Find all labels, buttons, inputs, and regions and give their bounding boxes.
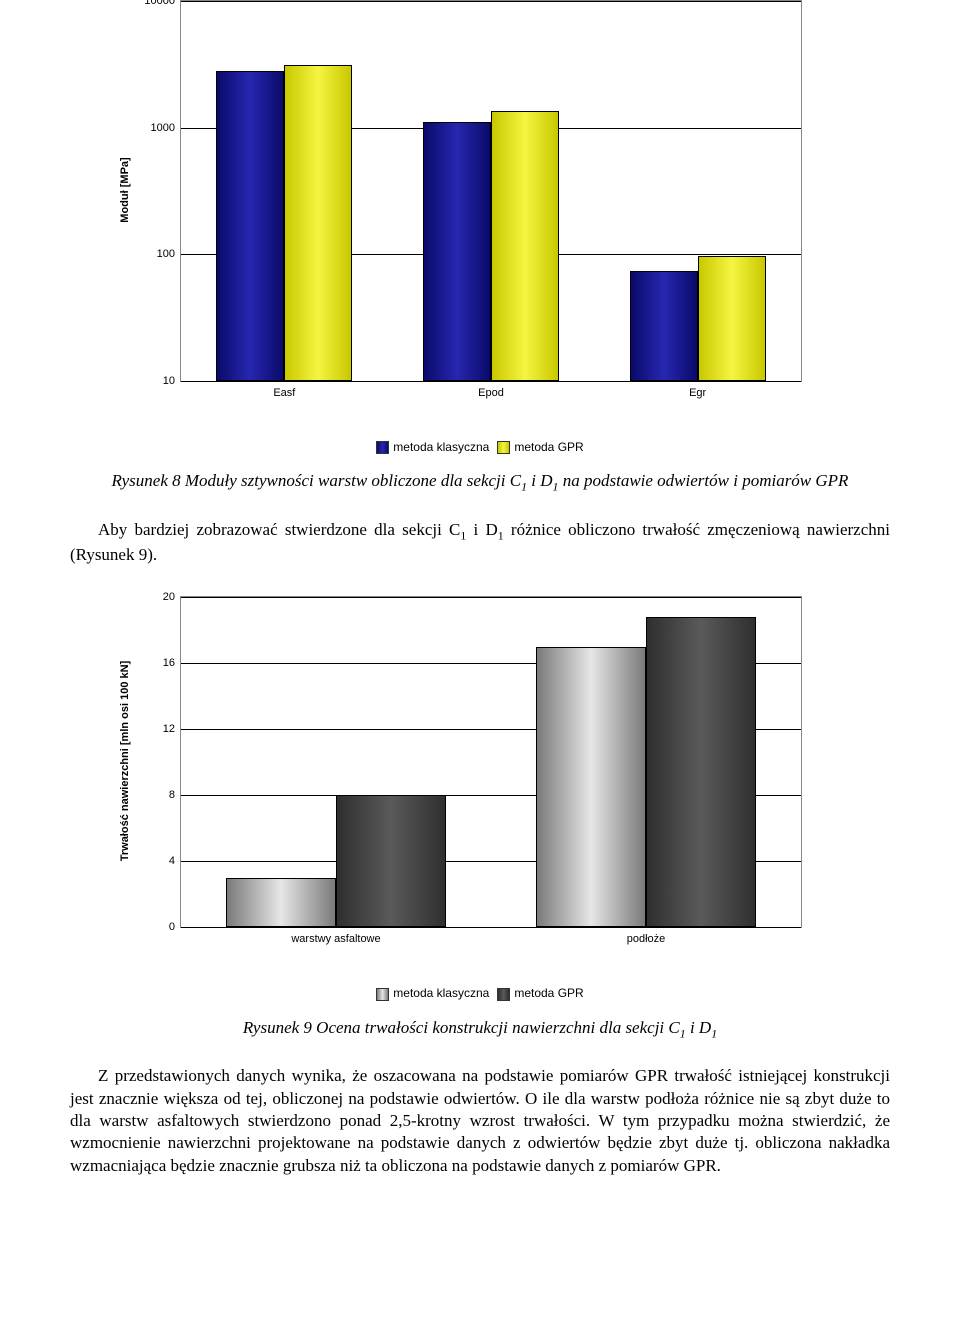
ytick-label: 1000 — [151, 122, 175, 134]
ytick-label: 16 — [163, 657, 175, 669]
bar — [336, 795, 446, 927]
gridline — [181, 597, 801, 598]
bar — [646, 617, 756, 927]
chart2: 048121620warstwy asfaltowepodłoże Trwało… — [120, 596, 800, 956]
ytick-label: 10 — [163, 375, 175, 387]
caption1-text-a: Rysunek 8 Moduły sztywności warstw oblic… — [112, 471, 522, 490]
chart1-y-label: Moduł [MPa] — [119, 157, 131, 222]
gridline — [181, 381, 801, 382]
caption-1: Rysunek 8 Moduły sztywności warstw oblic… — [100, 470, 860, 494]
chart1: 10100100010000EasfEpodEgr Moduł [MPa] — [120, 0, 800, 410]
caption1-text-b: i D — [527, 471, 553, 490]
bar — [216, 71, 284, 381]
para2-text: Z przedstawionych danych wynika, że osza… — [70, 1065, 890, 1177]
legend-item: metoda GPR — [497, 986, 583, 1000]
paragraph-2: Z przedstawionych danych wynika, że osza… — [70, 1065, 890, 1177]
legend-label: metoda klasyczna — [393, 440, 489, 454]
chart2-plot-area: 048121620warstwy asfaltowepodłoże — [180, 596, 802, 928]
para1-b: i D — [466, 520, 497, 539]
caption-2: Rysunek 9 Ocena trwałości konstrukcji na… — [100, 1017, 860, 1041]
xtick-label: podłoże — [627, 933, 666, 945]
xtick-label: Epod — [478, 387, 504, 399]
legend-swatch — [497, 988, 510, 1001]
bar — [536, 647, 646, 928]
xtick-label: warstwy asfaltowe — [291, 933, 380, 945]
xtick-label: Egr — [689, 387, 706, 399]
legend-swatch — [376, 441, 389, 454]
bar — [284, 65, 352, 381]
caption1-text-c: na podstawie odwiertów i pomiarów GPR — [558, 471, 848, 490]
gridline — [181, 927, 801, 928]
paragraph-1: Aby bardziej zobrazować stwierdzone dla … — [70, 519, 890, 567]
ytick-label: 0 — [169, 921, 175, 933]
caption2-text-b: i D — [686, 1018, 712, 1037]
bar — [491, 111, 559, 381]
bar — [630, 271, 698, 381]
gridline — [181, 1, 801, 2]
bar — [698, 256, 766, 381]
legend-item: metoda GPR — [497, 440, 583, 454]
chart2-y-label: Trwałość nawierzchni [mln osi 100 kN] — [119, 661, 131, 862]
xtick-label: Easf — [273, 387, 295, 399]
ytick-label: 4 — [169, 855, 175, 867]
caption2-text-a: Rysunek 9 Ocena trwałości konstrukcji na… — [243, 1018, 680, 1037]
chart1-legend: metoda klasyczna metoda GPR — [40, 440, 920, 454]
ytick-label: 12 — [163, 723, 175, 735]
ytick-label: 10000 — [144, 0, 175, 7]
legend-swatch — [376, 988, 389, 1001]
para1-a: Aby bardziej zobrazować stwierdzone dla … — [98, 520, 460, 539]
chart1-plot-area: 10100100010000EasfEpodEgr — [180, 0, 802, 382]
ytick-label: 8 — [169, 789, 175, 801]
legend-label: metoda GPR — [514, 440, 583, 454]
legend-swatch — [497, 441, 510, 454]
bar — [423, 122, 491, 381]
ytick-label: 100 — [157, 248, 175, 260]
bar — [226, 878, 336, 928]
legend-label: metoda klasyczna — [393, 986, 489, 1000]
legend-label: metoda GPR — [514, 986, 583, 1000]
legend-item: metoda klasyczna — [376, 440, 489, 454]
caption2-sub2: 1 — [711, 1026, 717, 1040]
page: 10100100010000EasfEpodEgr Moduł [MPa] me… — [0, 0, 960, 1223]
ytick-label: 20 — [163, 591, 175, 603]
legend-item: metoda klasyczna — [376, 986, 489, 1000]
chart2-legend: metoda klasyczna metoda GPR — [40, 986, 920, 1000]
